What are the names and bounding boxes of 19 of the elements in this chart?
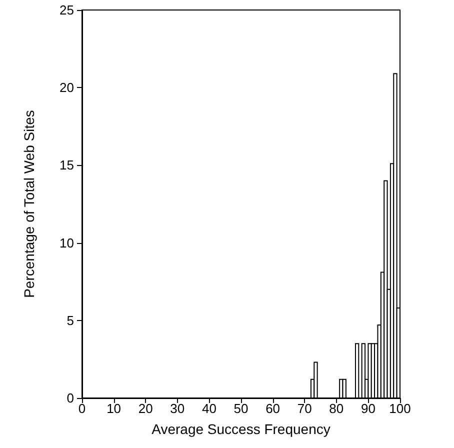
y-tick-label: 15 <box>60 158 74 173</box>
y-tick-label: 20 <box>60 80 74 96</box>
x-tick-label: 40 <box>202 401 216 416</box>
x-tick-label: 20 <box>138 401 153 416</box>
y-tick-label: 25 <box>60 2 74 18</box>
x-tick-label: 50 <box>234 401 248 416</box>
x-tick-label: 60 <box>266 401 280 416</box>
x-tick-label: 90 <box>360 401 376 416</box>
x-tick-label: 80 <box>329 401 344 416</box>
x-axis-title: Average Success Frequency <box>152 421 330 437</box>
x-tick-label: 30 <box>170 401 185 416</box>
x-tick-label: 0 <box>78 401 86 416</box>
x-tick-label: 10 <box>106 401 122 416</box>
y-tick-label: 0 <box>66 390 74 406</box>
x-tick-label: 100 <box>389 401 411 416</box>
y-axis-title: Percentage of Total Web Sites <box>21 110 37 298</box>
y-tick-label: 5 <box>66 312 74 328</box>
y-tick-label: 10 <box>60 235 74 250</box>
x-tick-label: 70 <box>297 401 312 416</box>
